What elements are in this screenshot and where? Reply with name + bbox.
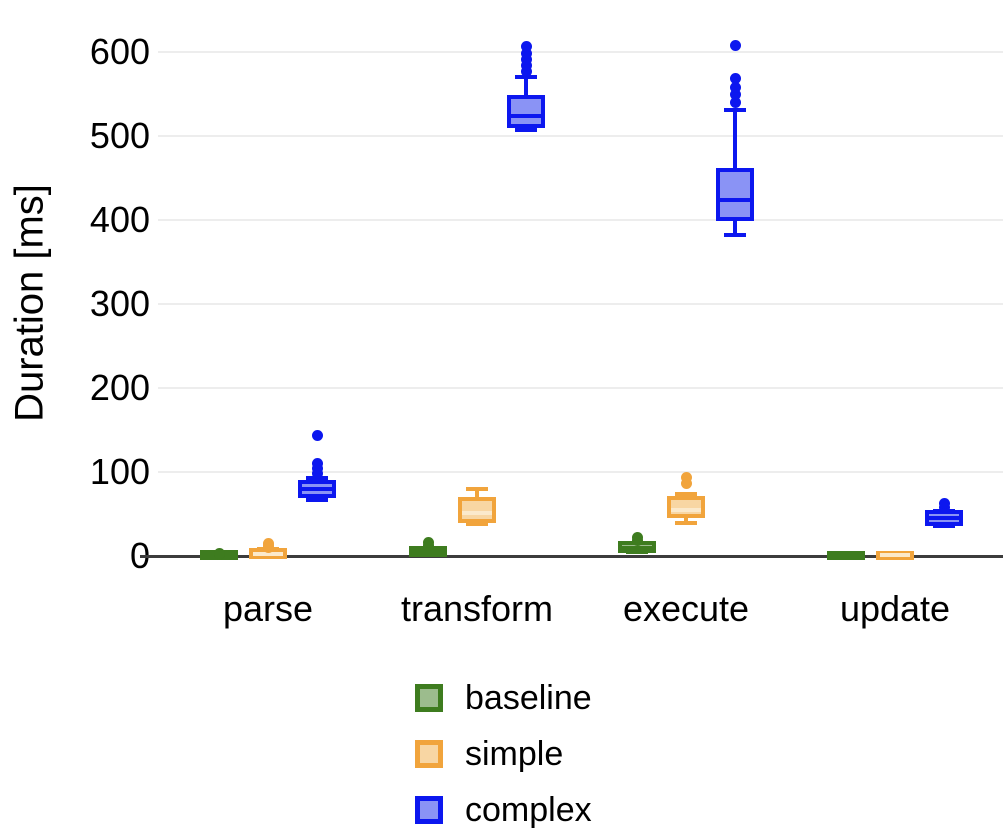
whisker-cap-min-complex-transform xyxy=(515,128,537,133)
outlier-dot-baseline-execute-1 xyxy=(631,532,643,544)
y-tick-label-600: 600 xyxy=(89,31,150,72)
outlier-dot-complex-transform-3 xyxy=(520,48,532,60)
boxplot-box-complex-execute xyxy=(716,168,754,221)
legend-swatch-baseline xyxy=(415,684,443,712)
outlier-dot-complex-transform-1 xyxy=(520,59,532,71)
y-tick-label-300: 300 xyxy=(89,283,150,324)
legend-swatch-simple xyxy=(415,740,443,768)
median-line-complex-execute xyxy=(720,197,750,202)
median-line-simple-parse xyxy=(253,551,283,556)
legend-row-simple: simple xyxy=(415,737,592,771)
gridline-100 xyxy=(158,471,1003,473)
outlier-dot-complex-transform-0 xyxy=(520,65,532,77)
whisker-cap-min-simple-transform xyxy=(466,522,488,527)
whisker-upper-simple-transform xyxy=(475,488,479,502)
x-category-label-parse: parse xyxy=(222,588,314,629)
outlier-dot-complex-parse-2 xyxy=(311,458,323,470)
outlier-dot-complex-execute-4 xyxy=(729,39,741,51)
outlier-dot-complex-transform-2 xyxy=(520,54,532,66)
median-line-baseline-execute xyxy=(622,545,652,550)
whisker-cap-min-complex-parse xyxy=(306,497,328,502)
outlier-dot-simple-execute-1 xyxy=(680,471,692,483)
boxplot-box-simple-execute xyxy=(667,495,705,518)
y-tick-label-0: 0 xyxy=(129,535,150,576)
legend-label-complex: complex xyxy=(465,791,592,829)
outlier-dot-simple-execute-0 xyxy=(680,478,692,490)
whisker-cap-max-simple-transform xyxy=(466,486,488,491)
outlier-dot-baseline-parse-1 xyxy=(213,547,225,559)
median-line-complex-transform xyxy=(511,113,541,118)
outlier-dot-complex-execute-2 xyxy=(729,81,741,93)
legend-label-simple: simple xyxy=(465,735,564,773)
whisker-cap-max-simple-execute xyxy=(675,491,697,496)
x-axis-line xyxy=(140,555,1003,558)
x-category-label-update: update xyxy=(839,588,951,629)
outlier-dot-complex-transform-4 xyxy=(520,40,532,52)
y-tick-label-100: 100 xyxy=(89,451,150,492)
median-line-complex-update xyxy=(929,516,959,521)
whisker-lower-complex-execute xyxy=(733,216,737,236)
legend-swatch-complex xyxy=(415,796,443,824)
x-category-label-transform: transform xyxy=(400,588,554,629)
outlier-dot-complex-update-1 xyxy=(938,498,950,510)
outlier-dot-complex-execute-1 xyxy=(729,89,741,101)
whisker-cap-max-complex-transform xyxy=(515,75,537,80)
gridline-500 xyxy=(158,135,1003,137)
whisker-cap-min-simple-execute xyxy=(675,521,697,526)
boxplot-box-complex-transform xyxy=(507,95,545,129)
outlier-dot-baseline-transform-1 xyxy=(422,537,434,549)
whisker-upper-complex-execute xyxy=(733,109,737,173)
median-line-baseline-transform xyxy=(413,549,443,554)
median-line-simple-transform xyxy=(462,511,492,516)
boxplot-box-simple-transform xyxy=(458,497,496,524)
y-tick-label-200: 200 xyxy=(89,367,150,408)
median-line-simple-update xyxy=(880,553,910,558)
x-category-label-execute: execute xyxy=(622,588,750,629)
legend-row-complex: complex xyxy=(415,793,592,827)
gridline-600 xyxy=(158,51,1003,53)
median-line-baseline-update xyxy=(831,553,861,558)
median-line-simple-execute xyxy=(671,507,701,512)
outlier-dot-simple-parse-2 xyxy=(262,537,274,549)
y-tick-label-500: 500 xyxy=(89,115,150,156)
legend-label-baseline: baseline xyxy=(465,679,592,717)
whisker-cap-min-complex-execute xyxy=(724,233,746,238)
y-tick-label-400: 400 xyxy=(89,199,150,240)
median-line-complex-parse xyxy=(302,486,332,491)
whisker-cap-max-complex-execute xyxy=(724,107,746,112)
whisker-lower-simple-execute xyxy=(684,514,688,524)
legend-row-baseline: baseline xyxy=(415,681,592,715)
legend: baseline simple complex xyxy=(415,681,592,836)
gridline-300 xyxy=(158,303,1003,305)
outlier-dot-complex-parse-3 xyxy=(311,430,323,442)
gridline-400 xyxy=(158,219,1003,221)
outlier-dot-complex-execute-0 xyxy=(729,96,741,108)
gridline-200 xyxy=(158,387,1003,389)
outlier-dot-complex-execute-3 xyxy=(729,72,741,84)
whisker-upper-complex-transform xyxy=(524,77,528,100)
